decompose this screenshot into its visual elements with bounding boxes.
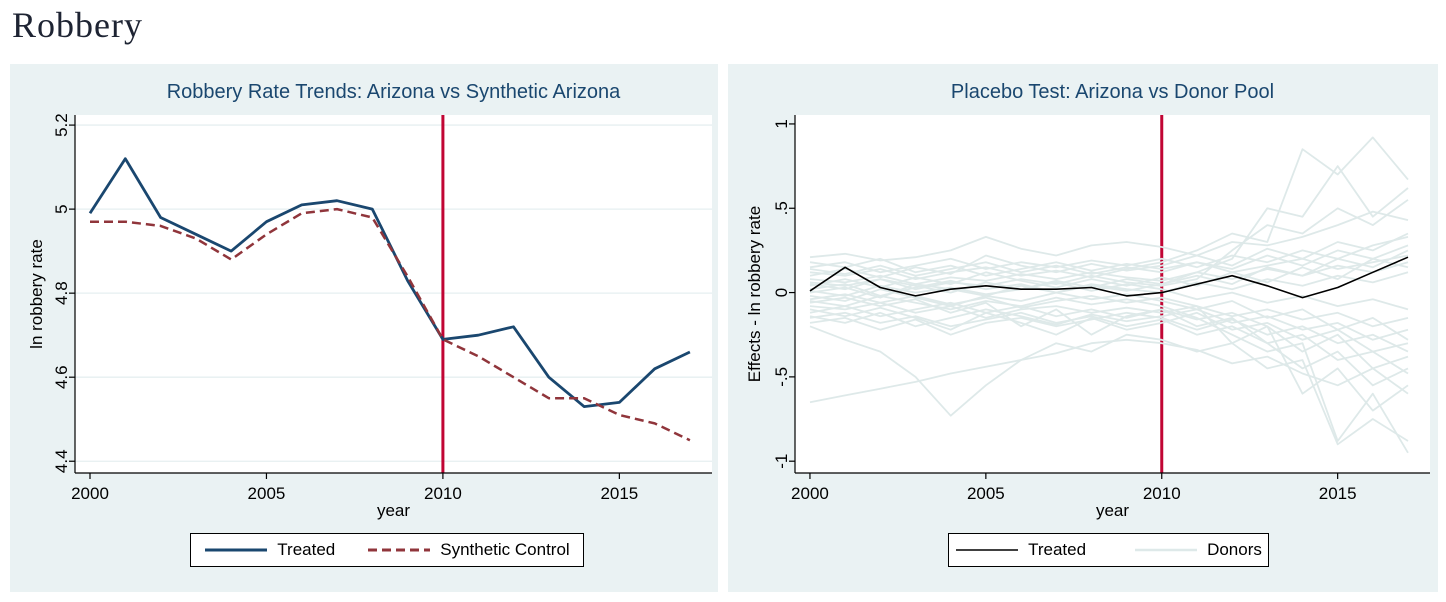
legend-label-donors: Donors [1207,540,1262,559]
donor-line [809,257,1409,289]
donor-line [809,296,1409,412]
donors-line-sample [1135,548,1198,552]
x-tick-label: 2005 [248,484,286,503]
legend-item-treated: Treated [955,540,1086,560]
donor-line [809,325,1409,446]
legend-item-donors: Donors [1134,540,1262,560]
trends-chart-title: Robbery Rate Trends: Arizona vs Syntheti… [166,81,621,103]
donor-line [809,232,1409,279]
chart-panel-trends: Robbery Rate Trends: Arizona vs Syntheti… [10,64,718,592]
page-title: Robbery [12,5,143,45]
x-tick-label: 2010 [1143,484,1181,503]
donor-line [809,281,1409,311]
legend-item-synthetic-control: Synthetic Control [367,540,570,560]
placebo-legend: Treated Donors [948,533,1269,567]
legend-label-treated: Treated [277,540,336,559]
x-tick-label: 2000 [71,484,109,503]
x-tick-label: 2015 [1319,484,1357,503]
donor-line [809,199,1409,291]
donor-line [809,294,1409,454]
x-tick-label: 2005 [967,484,1005,503]
x-tick-label: 2015 [600,484,638,503]
donor-line [809,244,1409,277]
y-tick-label: 5.2 [52,113,71,137]
y-tick-label: 4.8 [52,281,71,305]
legend-label-synthetic-control: Synthetic Control [440,540,570,559]
trends-legend: Treated Synthetic Control [190,533,584,567]
y-tick-label: 5 [52,204,71,213]
trends-x-axis-title: year [376,501,411,520]
x-tick-label: 2000 [791,484,829,503]
donor-line [809,311,1409,387]
treated-line-sample [956,549,1019,551]
legend-item-treated: Treated [204,540,335,560]
placebo-x-axis-title: year [1095,501,1130,520]
donor-line [809,210,1409,262]
donor-line [809,293,1409,370]
donor-line [809,306,1409,353]
y-tick-label: 0 [772,288,791,297]
legend-label-treated: Treated [1028,540,1087,559]
y-tick-label: 4.6 [52,365,71,389]
plot-area [75,115,712,473]
donor-line [809,236,1409,274]
y-tick-label: .5 [772,201,791,215]
y-tick-label: -1 [772,454,791,469]
y-tick-label: -.5 [772,367,791,387]
donor-line [809,261,1409,286]
y-tick-label: 4.4 [52,449,71,473]
synthetic-control-line [90,207,691,442]
donor-line [809,136,1409,281]
placebo-chart-title: Placebo Test: Arizona vs Donor Pool [950,81,1275,103]
treated-line [809,256,1409,299]
chart-panel-placebo: Placebo Test: Arizona vs Donor Pool Effe… [728,64,1438,592]
donor-line [809,301,1409,328]
donor-line [809,308,1409,341]
synthetic-control-line-sample [368,548,431,552]
treated-line-sample [205,548,268,552]
y-tick-label: 1 [772,119,791,128]
x-tick-label: 2010 [424,484,462,503]
